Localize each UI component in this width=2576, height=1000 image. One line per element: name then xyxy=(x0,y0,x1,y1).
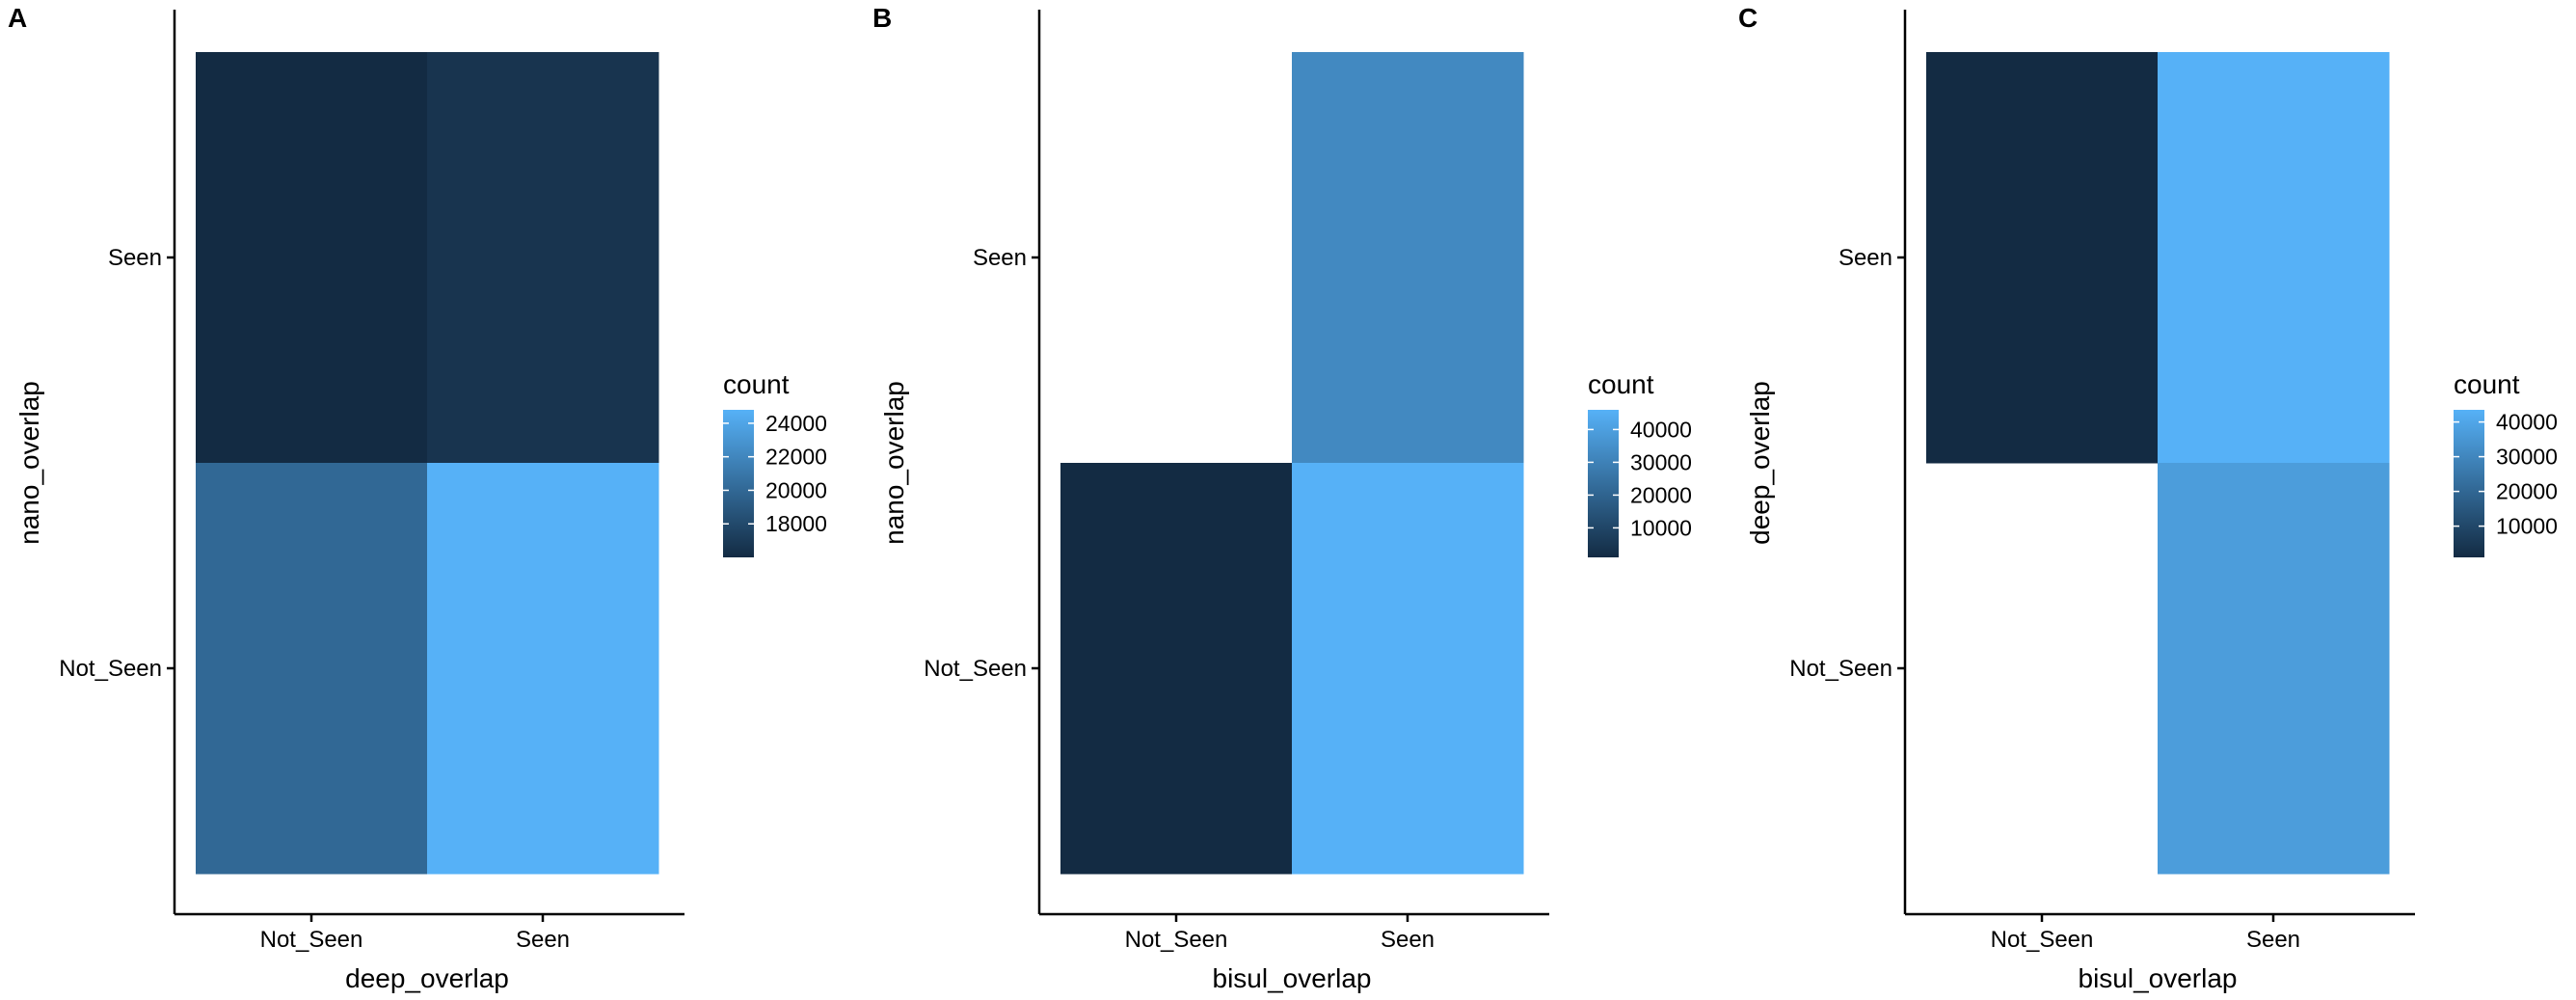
y-tick-label: Not_Seen xyxy=(924,656,1027,682)
y-tick-label: Not_Seen xyxy=(59,656,162,682)
y-axis-title: deep_overlap xyxy=(1745,381,1775,545)
legend-tick-label: 10000 xyxy=(2496,514,2558,539)
heatmap-cell xyxy=(196,52,428,464)
panel-label: C xyxy=(1738,3,1758,33)
heatmap-cell xyxy=(1060,463,1293,875)
legend-title: count xyxy=(723,369,790,399)
x-axis-title: bisul_overlap xyxy=(2079,963,2238,993)
heatmap-cell xyxy=(427,463,659,875)
legend-title: count xyxy=(2454,369,2520,399)
x-tick-label: Not_Seen xyxy=(1991,927,2094,953)
legend-tick-label: 40000 xyxy=(2496,410,2558,435)
y-axis-title: nano_overlap xyxy=(879,381,909,545)
x-tick-label: Seen xyxy=(1381,927,1435,953)
legend-tick-label: 10000 xyxy=(1630,515,1692,540)
heatmap-cell xyxy=(1292,463,1524,875)
heatmap-cell xyxy=(196,463,428,875)
x-tick-label: Seen xyxy=(516,927,570,953)
heatmap-cell xyxy=(1926,52,2159,464)
legend-tick-label: 22000 xyxy=(765,445,827,470)
x-tick-label: Not_Seen xyxy=(260,927,363,953)
legend-tick-label: 24000 xyxy=(765,411,827,436)
panel-label: B xyxy=(872,3,892,33)
panel-c: C Seen Not_Seen Not_Seen Seen bisul_overlap de… xyxy=(1738,3,2558,993)
panel-b: B Seen Not_Seen Not_Seen Seen bisul_overlap na… xyxy=(872,3,1692,993)
color-legend: count 10000 20000 30000 40000 xyxy=(2454,369,2558,557)
legend-tick-label: 20000 xyxy=(1630,482,1692,507)
y-tick-label: Seen xyxy=(1838,245,1892,271)
legend-tick-label: 20000 xyxy=(2496,479,2558,504)
heatmap-cell xyxy=(1292,52,1524,464)
y-tick-label: Seen xyxy=(973,245,1027,271)
heatmap-cell xyxy=(427,52,659,464)
y-tick-label: Not_Seen xyxy=(1789,656,1892,682)
x-tick-label: Seen xyxy=(2246,927,2300,953)
legend-tick-label: 30000 xyxy=(1630,449,1692,474)
x-tick-label: Not_Seen xyxy=(1125,927,1228,953)
legend-colorbar xyxy=(1588,410,1619,557)
x-axis-title: bisul_overlap xyxy=(1213,963,1372,993)
legend-tick-label: 40000 xyxy=(1630,417,1692,442)
legend-colorbar xyxy=(723,410,754,557)
panel-label: A xyxy=(8,3,27,33)
legend-colorbar xyxy=(2454,410,2484,557)
heatmap-cell xyxy=(2158,463,2390,875)
y-axis-title: nano_overlap xyxy=(14,381,44,545)
color-legend: count 18000 20000 22000 24000 xyxy=(723,369,827,557)
legend-tick-label: 20000 xyxy=(765,477,827,502)
legend-tick-label: 18000 xyxy=(765,511,827,536)
heatmap-cell xyxy=(2158,52,2390,464)
panel-a: A Seen Not_Seen Not_Seen Seen deep_overlap nan… xyxy=(8,3,827,993)
legend-tick-label: 30000 xyxy=(2496,445,2558,470)
color-legend: count 10000 20000 30000 40000 xyxy=(1588,369,1692,557)
y-tick-label: Seen xyxy=(108,245,162,271)
legend-title: count xyxy=(1588,369,1654,399)
x-axis-title: deep_overlap xyxy=(345,963,509,993)
